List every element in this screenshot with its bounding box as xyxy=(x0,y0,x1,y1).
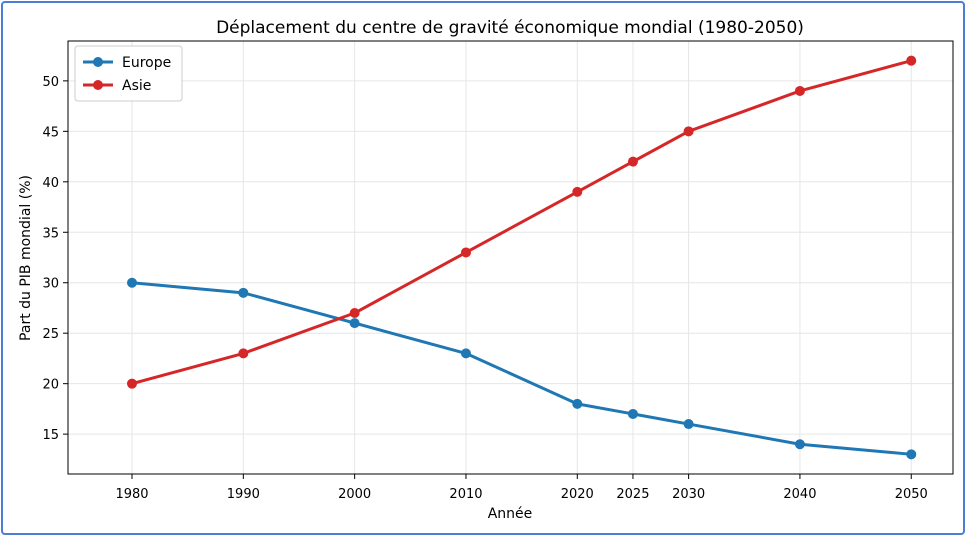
x-tick-label: 1990 xyxy=(227,487,260,502)
plot-area xyxy=(67,40,954,475)
x-axis-label: Année xyxy=(488,506,533,522)
data-point-asie xyxy=(906,55,917,66)
data-point-europe xyxy=(794,439,805,450)
x-tick-label: 2025 xyxy=(616,487,649,502)
x-tick-label: 1980 xyxy=(115,487,148,502)
data-point-asie xyxy=(794,85,805,96)
grid xyxy=(68,41,953,474)
data-point-asie xyxy=(349,308,360,319)
data-point-europe xyxy=(238,287,249,298)
y-tick-label: 30 xyxy=(42,277,59,292)
legend-swatch-marker xyxy=(93,57,103,67)
data-point-asie xyxy=(127,378,138,389)
data-point-europe xyxy=(906,449,917,460)
y-axis: 15 20 25 30 35 40 45 50 xyxy=(42,75,68,443)
data-point-asie xyxy=(572,186,583,197)
data-point-europe xyxy=(349,318,360,329)
data-point-europe xyxy=(683,419,694,430)
legend-item-europe: Europe xyxy=(83,55,171,71)
y-tick-label: 25 xyxy=(42,327,59,342)
y-tick-label: 15 xyxy=(42,428,59,443)
series-layer xyxy=(127,55,917,460)
y-tick-label: 35 xyxy=(42,226,59,241)
x-tick-label: 2000 xyxy=(338,487,371,502)
series-line-europe xyxy=(130,281,913,456)
x-tick-label: 2030 xyxy=(672,487,705,502)
data-point-europe xyxy=(627,408,638,419)
data-point-asie xyxy=(683,126,694,137)
legend-swatch-marker xyxy=(93,80,103,90)
data-point-asie xyxy=(238,348,249,359)
data-point-asie xyxy=(627,156,638,167)
y-tick-label: 45 xyxy=(42,125,59,140)
y-tick-label: 50 xyxy=(42,75,59,90)
x-tick-label: 2010 xyxy=(449,487,482,502)
legend-label: Europe xyxy=(122,55,171,71)
legend: Europe Asie xyxy=(74,45,183,102)
series-europe xyxy=(127,277,917,460)
data-point-europe xyxy=(460,348,471,359)
data-point-asie xyxy=(460,247,471,258)
data-point-europe xyxy=(572,398,583,409)
series-line-asie xyxy=(130,59,913,386)
x-axis: 1980 1990 2000 2010 2020 2025 2030 2040 2050 xyxy=(115,474,928,502)
y-tick-label: 20 xyxy=(42,378,59,393)
legend-item-asie: Asie xyxy=(83,78,151,94)
series-asie xyxy=(127,55,917,389)
chart-title: Déplacement du centre de gravité économi… xyxy=(216,18,804,38)
x-tick-label: 2040 xyxy=(783,487,816,502)
y-axis-label: Part du PIB mondial (%) xyxy=(18,175,34,341)
x-tick-label: 2020 xyxy=(561,487,594,502)
legend-label: Asie xyxy=(122,78,151,94)
data-point-europe xyxy=(127,277,138,288)
x-tick-label: 2050 xyxy=(895,487,928,502)
y-tick-label: 40 xyxy=(42,176,59,191)
